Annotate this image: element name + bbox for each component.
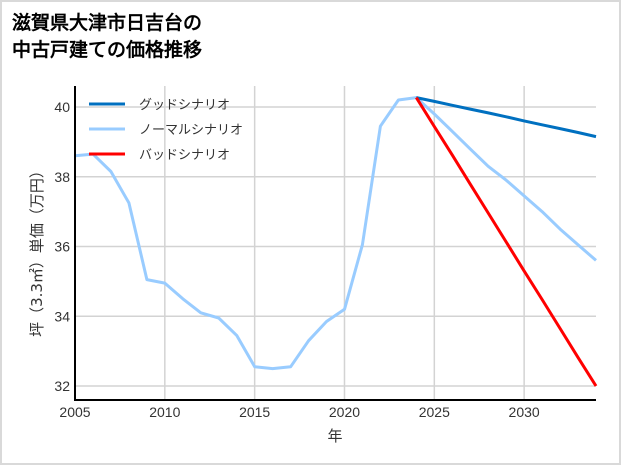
grid-lines	[75, 86, 596, 400]
legend-label: ノーマルシナリオ	[139, 123, 243, 138]
legend-label: グッドシナリオ	[139, 98, 230, 113]
series-line	[74, 96, 597, 371]
legend-label: バッドシナリオ	[139, 148, 230, 163]
legend-item: グッドシナリオ	[89, 98, 230, 113]
y-tick-label: 40	[54, 99, 70, 115]
x-tick-label: 2030	[509, 404, 540, 420]
y-axis-ticks: 32 34 36 38 40	[54, 99, 70, 394]
chart-title-line-2: 中古戸建ての価格推移	[12, 39, 203, 61]
y-tick-label: 34	[54, 308, 70, 324]
legend-item: ノーマルシナリオ	[89, 123, 243, 138]
x-tick-label: 2020	[329, 404, 360, 420]
chart-title-line-1: 滋賀県大津市日吉台の	[12, 12, 203, 34]
legend-item: バッドシナリオ	[89, 148, 230, 163]
x-tick-label: 2015	[239, 404, 270, 420]
y-axis-label: 坪（3.3㎡）単価（万円）	[28, 163, 46, 337]
x-tick-label: 2025	[419, 404, 450, 420]
data-series	[74, 96, 598, 387]
y-tick-label: 38	[54, 169, 70, 185]
x-tick-label: 2010	[149, 404, 180, 420]
series-line	[415, 96, 598, 387]
y-tick-label: 36	[54, 239, 70, 255]
chart-title: 滋賀県大津市日吉台の 中古戸建ての価格推移	[12, 10, 202, 64]
y-tick-label: 32	[54, 378, 70, 394]
x-axis-label: 年	[327, 427, 342, 445]
series-line	[415, 96, 597, 139]
x-axis-ticks: 2005 2010 2015 2020 2025 2030	[59, 404, 539, 420]
x-tick-label: 2005	[59, 404, 90, 420]
axes	[74, 86, 596, 401]
